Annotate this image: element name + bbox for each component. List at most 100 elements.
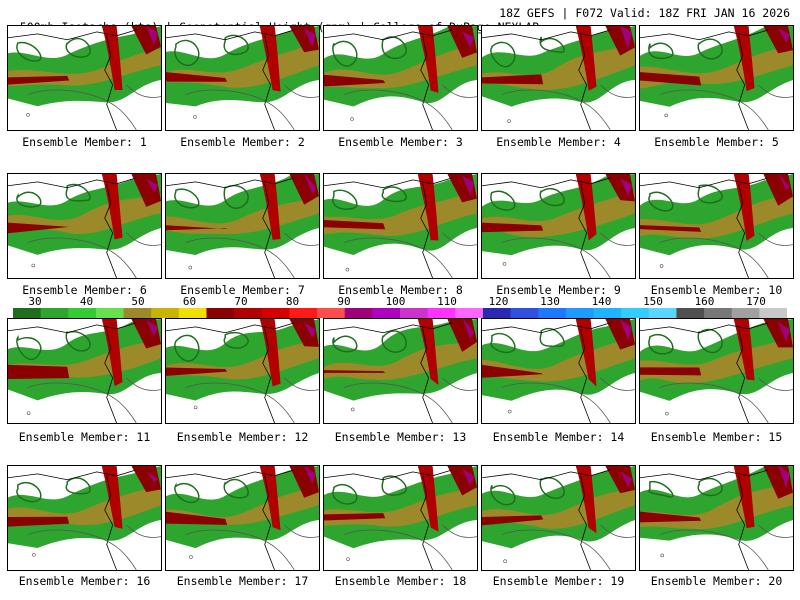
- ensemble-member-label: Ensemble Member: 9: [496, 283, 621, 297]
- colorbar-segment: [289, 308, 318, 318]
- colorbar-segment: [344, 308, 373, 318]
- isotach-map: [482, 466, 635, 570]
- colorbar-segment: [95, 308, 125, 318]
- isotach-map: [482, 174, 635, 278]
- ensemble-map-panel: [481, 173, 636, 279]
- ensemble-map-panel: [7, 318, 162, 424]
- colorbar-tick-label: 170: [746, 295, 766, 308]
- colorbar-segment: [13, 308, 42, 318]
- isotach-map: [8, 174, 161, 278]
- ensemble-member-label: Ensemble Member: 14: [492, 430, 625, 444]
- isotach-map: [324, 319, 477, 423]
- colorbar-segment: [123, 308, 152, 318]
- isotach-map: [482, 26, 635, 130]
- ensemble-member-label: Ensemble Member: 8: [338, 283, 463, 297]
- colorbar-segment: [648, 308, 677, 318]
- colorbar-segment: [68, 308, 97, 318]
- isotach-map: [482, 319, 635, 423]
- ensemble-map-panel: [639, 173, 794, 279]
- colorbar-tick-label: 100: [385, 295, 406, 308]
- ensemble-map-panel: [639, 318, 794, 424]
- isotach-map: [640, 466, 793, 570]
- ensemble-map-panel: [7, 173, 162, 279]
- colorbar-tick-label: 70: [234, 295, 248, 308]
- colorbar-segment: [704, 308, 733, 318]
- isotach-map: [166, 26, 319, 130]
- valid-time: 18Z GEFS | F072 Valid: 18Z FRI JAN 16 20…: [499, 6, 790, 20]
- colorbar-segment: [151, 308, 180, 318]
- ensemble-member-label: Ensemble Member: 13: [334, 430, 467, 444]
- colorbar-tick-label: 150: [643, 295, 663, 308]
- colorbar-segment: [565, 308, 594, 318]
- ensemble-map-panel: [165, 25, 320, 131]
- isotach-map: [324, 26, 477, 130]
- colorbar-tick-label: 40: [79, 295, 94, 308]
- isotach-map: [166, 174, 319, 278]
- ensemble-member-label: Ensemble Member: 4: [496, 135, 621, 149]
- ensemble-map-panel: [165, 465, 320, 571]
- colorbar-segment: [234, 308, 263, 318]
- colorbar-segment: [621, 308, 650, 318]
- ensemble-map-panel: [323, 25, 478, 131]
- colorbar-bar: [13, 308, 787, 318]
- ensemble-member-label: Ensemble Member: 15: [650, 430, 783, 444]
- colorbar-tick-label: 50: [131, 295, 145, 308]
- colorbar-segment: [178, 308, 207, 318]
- colorbar-tick-label: 60: [182, 295, 197, 308]
- colorbar-tick-label: 30: [28, 295, 42, 308]
- ensemble-member-label: Ensemble Member: 2: [180, 135, 305, 149]
- ensemble-map-panel: [323, 173, 478, 279]
- ensemble-member-label: Ensemble Member: 6: [22, 283, 147, 297]
- ensemble-member-label: Ensemble Member: 10: [650, 283, 783, 297]
- ensemble-map-panel: [7, 25, 162, 131]
- colorbar-segment: [455, 308, 484, 318]
- isotach-map: [640, 26, 793, 130]
- colorbar-segment: [372, 308, 401, 318]
- colorbar-segment: [400, 308, 429, 318]
- ensemble-member-label: Ensemble Member: 16: [18, 574, 151, 588]
- colorbar-segment: [538, 308, 567, 318]
- colorbar-tick-label: 130: [540, 295, 560, 308]
- isotach-map: [640, 319, 793, 423]
- colorbar-tick-label: 160: [694, 295, 715, 308]
- ensemble-map-panel: [481, 25, 636, 131]
- ensemble-member-label: Ensemble Member: 18: [334, 574, 467, 588]
- colorbar-segment: [317, 308, 346, 318]
- colorbar-tick-label: 80: [285, 295, 300, 308]
- isotach-map: [324, 174, 477, 278]
- colorbar-segment: [593, 308, 622, 318]
- colorbar-segment: [731, 308, 760, 318]
- ensemble-map-panel: [323, 465, 478, 571]
- colorbar-tick-label: 120: [488, 295, 509, 308]
- ensemble-member-label: Ensemble Member: 5: [654, 135, 779, 149]
- ensemble-map-panel: [639, 465, 794, 571]
- ensemble-member-label: Ensemble Member: 3: [338, 135, 463, 149]
- isotach-map: [8, 319, 161, 423]
- colorbar-segment: [676, 308, 705, 318]
- ensemble-member-label: Ensemble Member: 12: [176, 430, 309, 444]
- colorbar-segment: [427, 308, 456, 318]
- colorbar-segment: [40, 308, 69, 318]
- isotach-map: [166, 466, 319, 570]
- colorbar-segment: [510, 308, 539, 318]
- ensemble-map-panel: [7, 465, 162, 571]
- isotach-map: [324, 466, 477, 570]
- ensemble-map-panel: [165, 318, 320, 424]
- ensemble-member-label: Ensemble Member: 11: [18, 430, 151, 444]
- colorbar-segment: [759, 308, 787, 318]
- header: 500mb Isotachs (kts) | Geopotential Heig…: [6, 6, 796, 34]
- ensemble-map-panel: [481, 465, 636, 571]
- isotach-map: [640, 174, 793, 278]
- ensemble-map-panel: [165, 173, 320, 279]
- colorbar-tick-label: 110: [437, 295, 457, 308]
- colorbar-segment: [206, 308, 235, 318]
- ensemble-member-label: Ensemble Member: 1: [22, 135, 147, 149]
- ensemble-member-label: Ensemble Member: 19: [492, 574, 625, 588]
- isotach-map: [8, 26, 161, 130]
- ensemble-map-panel: [323, 318, 478, 424]
- colorbar-tick-label: 140: [591, 295, 612, 308]
- isotach-map: [166, 319, 319, 423]
- isotach-colorbar: 30 40 50 60 70 80 90 100 110 120 130 140 150 160 170: [0, 296, 800, 320]
- ensemble-map-panel: [639, 25, 794, 131]
- ensemble-map-panel: [481, 318, 636, 424]
